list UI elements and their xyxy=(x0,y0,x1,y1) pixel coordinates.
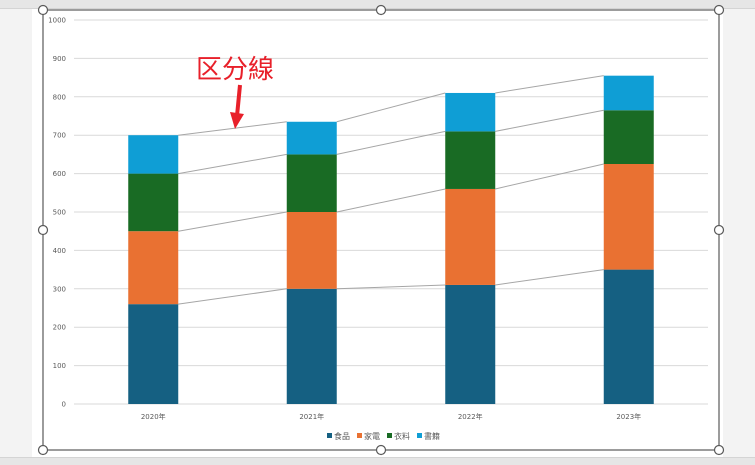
legend-swatch xyxy=(387,433,392,438)
series-line xyxy=(495,163,604,190)
bar-segment[interactable] xyxy=(286,212,337,289)
y-axis-labels: 0 100 200 300 400 500 600 700 800 900 1000 xyxy=(48,17,66,409)
series-line xyxy=(336,92,446,123)
bars[interactable] xyxy=(128,75,654,404)
bar-segment[interactable] xyxy=(445,131,496,189)
bar-segment[interactable] xyxy=(286,288,337,404)
bar-segment[interactable] xyxy=(286,154,337,212)
y-tick-label: 500 xyxy=(53,209,66,217)
bottom-status-band xyxy=(0,457,755,465)
legend-swatch xyxy=(327,433,332,438)
legend: 食品 家電 衣料 書籍 xyxy=(327,431,440,441)
resize-handle-top-left[interactable] xyxy=(37,4,49,16)
bar-segment[interactable] xyxy=(128,135,179,174)
bar-segment[interactable] xyxy=(128,231,179,305)
bar-segment[interactable] xyxy=(286,121,337,155)
legend-label: 衣料 xyxy=(394,431,410,441)
y-tick-label: 300 xyxy=(53,285,66,293)
resize-handle-top[interactable] xyxy=(375,4,387,16)
bar-segment[interactable] xyxy=(128,173,179,232)
x-axis-labels: 2020年 2021年 2022年 2023年 xyxy=(141,412,641,421)
y-tick-label: 100 xyxy=(53,362,66,370)
x-tick-label: 2020年 xyxy=(141,412,166,421)
bar-segment[interactable] xyxy=(603,75,654,111)
series-line xyxy=(495,75,604,94)
chart-frame[interactable] xyxy=(37,4,725,456)
y-tick-label: 900 xyxy=(53,55,66,63)
bar-segment[interactable] xyxy=(445,284,496,404)
resize-handle-left[interactable] xyxy=(37,224,49,236)
bar-segment[interactable] xyxy=(603,269,654,404)
y-tick-label: 700 xyxy=(53,132,66,140)
resize-handle-top-right[interactable] xyxy=(713,4,725,16)
series-line xyxy=(495,109,604,132)
legend-label: 家電 xyxy=(364,431,380,441)
arrow-down-icon xyxy=(230,84,244,129)
bar-segment[interactable] xyxy=(445,188,496,285)
resize-handle-right[interactable] xyxy=(713,224,725,236)
y-tick-label: 1000 xyxy=(48,17,66,25)
y-tick-label: 800 xyxy=(53,93,66,101)
series-line xyxy=(336,188,446,213)
series-line xyxy=(178,288,287,305)
bar-segment[interactable] xyxy=(603,110,654,164)
legend-label: 食品 xyxy=(334,431,350,441)
resize-handle-bottom-right[interactable] xyxy=(713,444,725,456)
x-tick-label: 2021年 xyxy=(299,412,324,421)
legend-swatch xyxy=(417,433,422,438)
y-tick-label: 0 xyxy=(62,401,66,409)
y-tick-label: 400 xyxy=(53,247,66,255)
legend-swatch xyxy=(357,433,362,438)
bar-segment[interactable] xyxy=(603,164,654,270)
y-tick-label: 600 xyxy=(53,170,66,178)
gridlines xyxy=(74,19,708,405)
series-line xyxy=(336,130,446,155)
x-tick-label: 2023年 xyxy=(616,412,641,421)
series-line xyxy=(178,211,287,232)
x-tick-label: 2022年 xyxy=(458,412,483,421)
resize-handle-bottom-left[interactable] xyxy=(37,444,49,456)
series-line xyxy=(178,121,287,136)
legend-label: 書籍 xyxy=(424,431,440,441)
bar-segment[interactable] xyxy=(128,304,179,404)
annotation-text: 区分線 xyxy=(196,55,274,85)
series-line xyxy=(495,269,604,286)
series-line xyxy=(336,284,446,290)
y-tick-label: 200 xyxy=(53,324,66,332)
bar-segment[interactable] xyxy=(445,92,496,132)
annotation-callout[interactable]: 区分線 xyxy=(196,55,274,129)
series-line xyxy=(178,153,287,175)
series-lines xyxy=(178,75,604,305)
resize-handle-bottom[interactable] xyxy=(375,444,387,456)
